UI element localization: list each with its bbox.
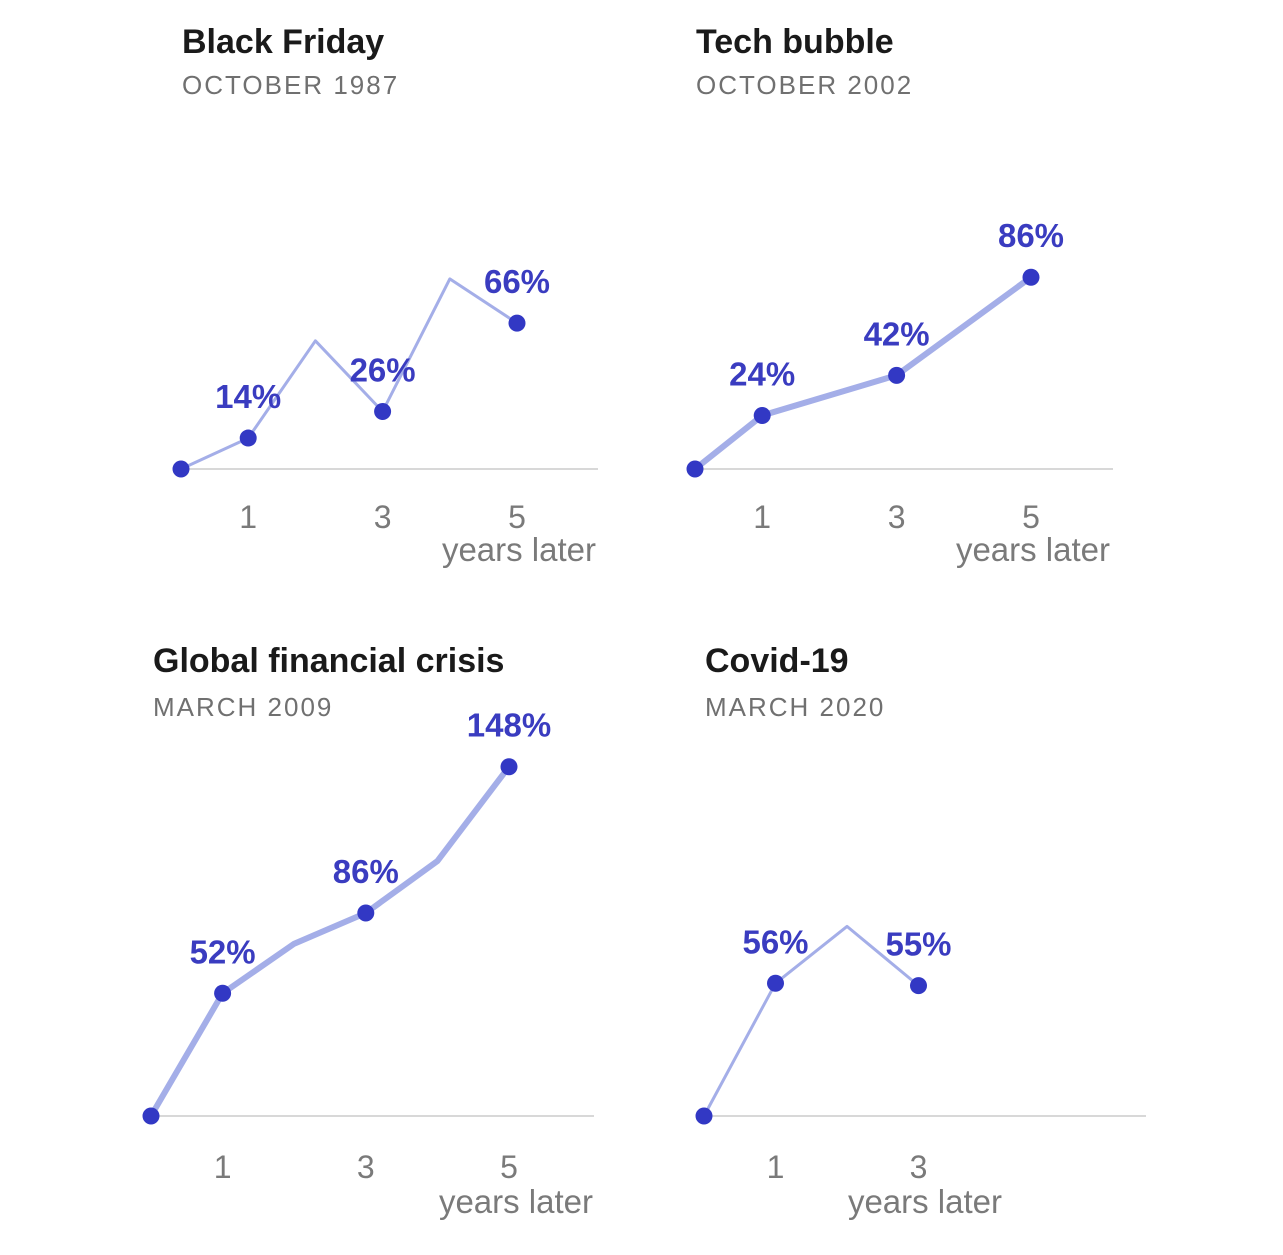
panel-4-value-label: 56% [742, 923, 808, 960]
panel-1-tick-label: 5 [508, 499, 526, 535]
panel-2-origin-point [686, 460, 704, 478]
panel-3-tick-label: 1 [214, 1149, 232, 1185]
panel-3-data-point [357, 904, 375, 922]
panel-2-series-line [692, 274, 1034, 472]
panel-2-tick-label: 1 [753, 499, 771, 535]
panel-1-origin-point [172, 460, 190, 478]
panel-3-data-point [214, 984, 232, 1002]
panel-1-value-label: 66% [484, 263, 550, 300]
panel-2-xlabel: years later [956, 531, 1110, 568]
panel-2-data-point [753, 406, 771, 424]
panel-1-series-line [179, 277, 519, 471]
panel-3-tick-label: 3 [357, 1149, 375, 1185]
panel-3-origin-point [142, 1107, 160, 1125]
panel-1-tick-label: 3 [374, 499, 392, 535]
panel-2-value-label: 86% [998, 217, 1064, 254]
panel-3-title: Global financial crisis [153, 642, 505, 680]
panel-4-value-label: 55% [885, 926, 951, 963]
panel-1-data-point [239, 429, 257, 447]
panel-2-value-label: 24% [729, 355, 795, 392]
panel-1-data-point [508, 314, 526, 332]
panel-1-subtitle: OCTOBER 1987 [182, 70, 400, 100]
panel-2-data-point [888, 366, 906, 384]
panel-2-title: Tech bubble [696, 23, 894, 61]
panel-4-data-point [910, 977, 927, 995]
panel-1-title: Black Friday [182, 23, 385, 61]
panel-2-data-point [1022, 268, 1040, 286]
panel-2-tick-label: 3 [888, 499, 906, 535]
panel-3-value-label: 148% [467, 707, 551, 744]
panel-4-data-point [767, 974, 784, 992]
panel-4-tick-label: 1 [767, 1149, 785, 1185]
panel-3-value-label: 86% [333, 853, 399, 890]
panel-2-value-label: 42% [864, 315, 930, 352]
panel-2-tick-label: 5 [1022, 499, 1040, 535]
panel-4-title: Covid-19 [705, 642, 849, 680]
panel-4-origin-point [695, 1107, 713, 1125]
panel-1-value-label: 14% [215, 378, 281, 415]
panel-3-tick-label: 5 [500, 1149, 518, 1185]
panel-4-subtitle: MARCH 2020 [705, 692, 886, 722]
panel-4-xlabel: years later [848, 1183, 1002, 1220]
panel-3-data-point [500, 758, 518, 776]
panel-1-value-label: 26% [350, 352, 416, 389]
panel-1-tick-label: 1 [239, 499, 257, 535]
panel-4-tick-label: 3 [910, 1149, 928, 1185]
panel-3-series-line [148, 763, 512, 1119]
panel-4-series-line [702, 924, 920, 1118]
panel-3-xlabel: years later [439, 1183, 593, 1220]
panel-1-xlabel: years later [442, 531, 596, 568]
panel-3-subtitle: MARCH 2009 [153, 692, 334, 722]
panel-2-subtitle: OCTOBER 2002 [696, 70, 914, 100]
panel-1-data-point [374, 403, 392, 421]
panel-3-value-label: 52% [190, 933, 256, 970]
